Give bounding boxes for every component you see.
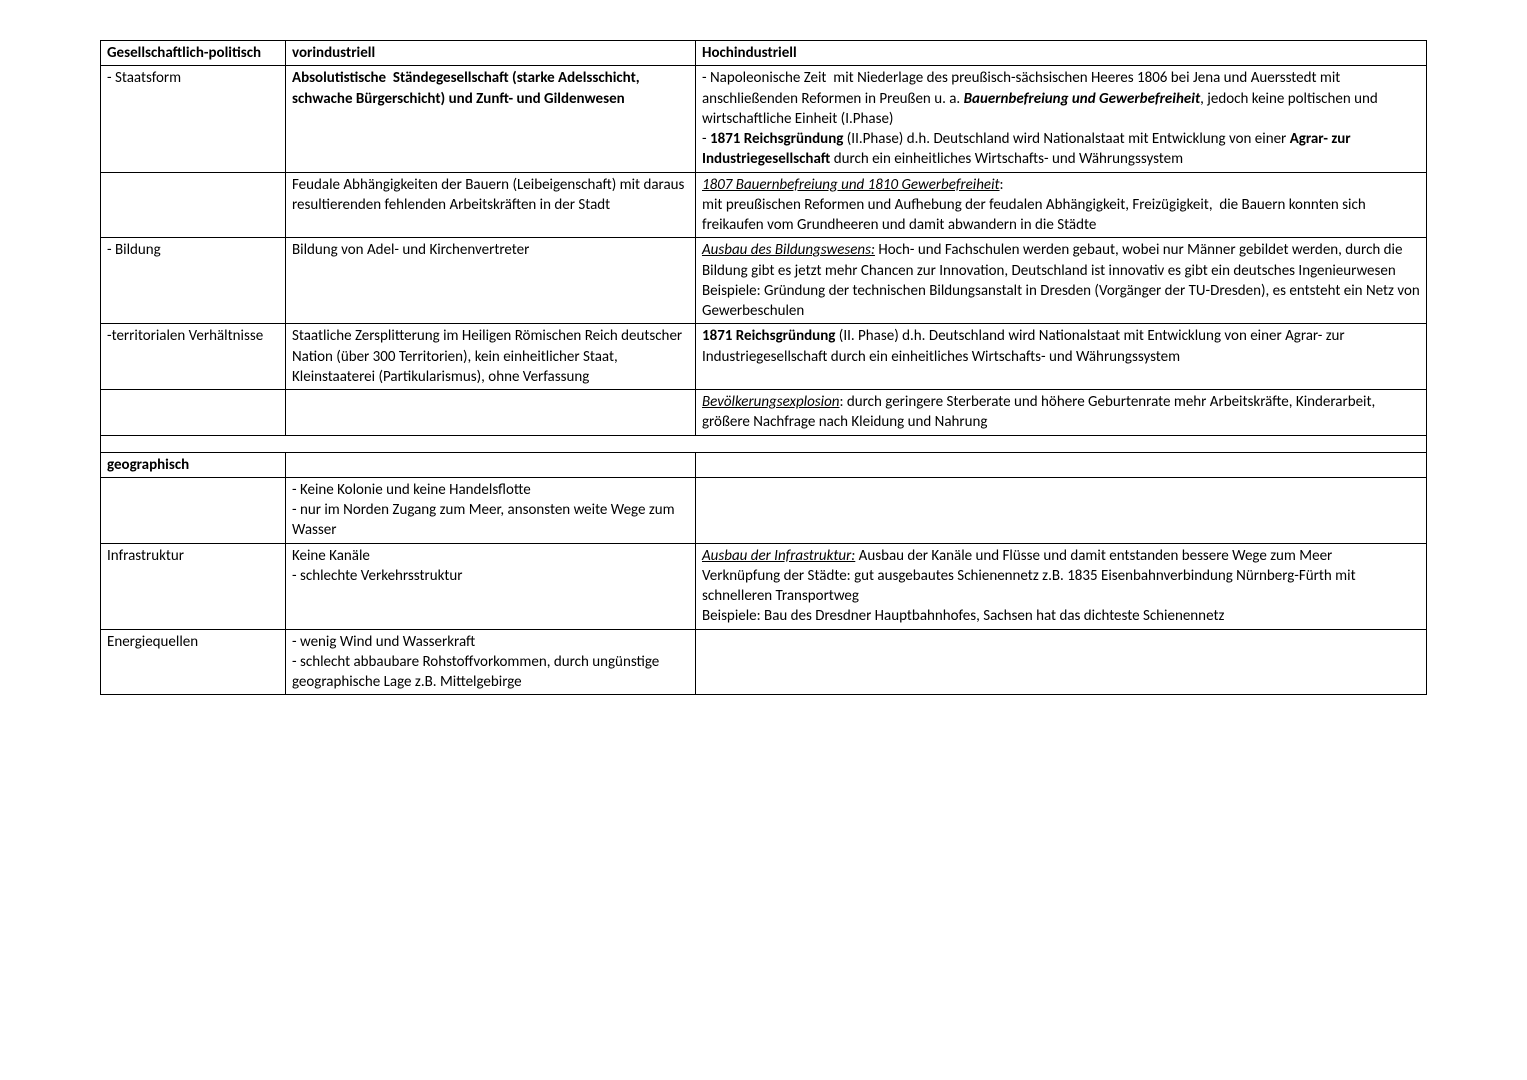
cell-preindustrial: - wenig Wind und Wasserkraft- schlecht a…: [286, 629, 696, 695]
cell-preindustrial: Absolutistische Ständegesellschaft (star…: [286, 66, 696, 172]
table-row: -territorialen Verhältnisse Staatliche Z…: [101, 324, 1427, 390]
row-label: Energiequellen: [101, 629, 286, 695]
row-label: [101, 172, 286, 238]
header-cell-highindustrial: Hochindustriell: [696, 41, 1427, 66]
document-page: Gesellschaftlich-politisch vorindustriel…: [0, 0, 1527, 1080]
cell-highindustrial: [696, 477, 1427, 543]
cell-preindustrial: - Keine Kolonie und keine Handelsflotte-…: [286, 477, 696, 543]
row-label: - Staatsform: [101, 66, 286, 172]
cell-preindustrial: Keine Kanäle- schlechte Verkehrsstruktur: [286, 543, 696, 629]
cell-preindustrial: Bildung von Adel- und Kirchenvertreter: [286, 238, 696, 324]
cell-preindustrial: [286, 390, 696, 436]
table-row: - Keine Kolonie und keine Handelsflotte-…: [101, 477, 1427, 543]
subheader-cell-highindustrial: [696, 452, 1427, 477]
cell-highindustrial: [696, 629, 1427, 695]
cell-highindustrial: Ausbau der Infrastruktur: Ausbau der Kan…: [696, 543, 1427, 629]
table-row: Infrastruktur Keine Kanäle- schlechte Ve…: [101, 543, 1427, 629]
header-cell-preindustrial: vorindustriell: [286, 41, 696, 66]
cell-highindustrial: 1871 Reichsgründung (II. Phase) d.h. Deu…: [696, 324, 1427, 390]
table-row: Energiequellen - wenig Wind und Wasserkr…: [101, 629, 1427, 695]
table-row: Feudale Abhängigkeiten der Bauern (Leibe…: [101, 172, 1427, 238]
table-separator-row: [101, 435, 1427, 452]
row-label: Infrastruktur: [101, 543, 286, 629]
table-row: Bevölkerungsexplosion: durch geringere S…: [101, 390, 1427, 436]
subheader-cell-preindustrial: [286, 452, 696, 477]
row-label: [101, 477, 286, 543]
row-label: - Bildung: [101, 238, 286, 324]
cell-highindustrial: 1807 Bauernbefreiung und 1810 Gewerbefre…: [696, 172, 1427, 238]
table-header-row: Gesellschaftlich-politisch vorindustriel…: [101, 41, 1427, 66]
header-cell-category: Gesellschaftlich-politisch: [101, 41, 286, 66]
cell-preindustrial: Feudale Abhängigkeiten der Bauern (Leibe…: [286, 172, 696, 238]
cell-preindustrial: Staatliche Zersplitterung im Heiligen Rö…: [286, 324, 696, 390]
row-label: -territorialen Verhältnisse: [101, 324, 286, 390]
table-row: - Bildung Bildung von Adel- und Kirchenv…: [101, 238, 1427, 324]
row-label: [101, 390, 286, 436]
cell-highindustrial: Bevölkerungsexplosion: durch geringere S…: [696, 390, 1427, 436]
separator-cell: [101, 435, 1427, 452]
cell-highindustrial: Ausbau des Bildungswesens: Hoch- und Fac…: [696, 238, 1427, 324]
table-row: - Staatsform Absolutistische Ständegesel…: [101, 66, 1427, 172]
subheader-cell-category: geographisch: [101, 452, 286, 477]
table-subheader-row: geographisch: [101, 452, 1427, 477]
comparison-table: Gesellschaftlich-politisch vorindustriel…: [100, 40, 1427, 695]
cell-highindustrial: - Napoleonische Zeit mit Niederlage des …: [696, 66, 1427, 172]
